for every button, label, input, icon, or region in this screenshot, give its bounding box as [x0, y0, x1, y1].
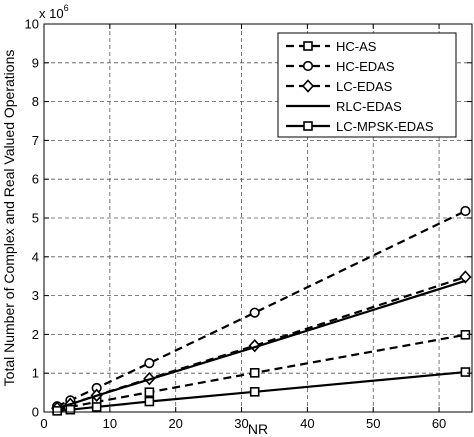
legend-marker: [302, 60, 314, 72]
y-axis-exponent: x 106: [39, 3, 69, 21]
series-rlc-edas: [56, 279, 466, 410]
series-group: [51, 205, 472, 416]
data-point: [460, 205, 471, 217]
x-tick-label: 60: [432, 416, 446, 431]
legend-label: HC-AS: [336, 39, 377, 54]
series-line: [56, 210, 466, 408]
axis-ticks: 0 10 20 30 40 50 60 0 1 2 3 4 5 6 7 8 9 10: [25, 17, 472, 431]
data-point: [459, 270, 472, 284]
series-line: [56, 333, 466, 411]
y-tick-label: 4: [32, 249, 39, 264]
x-tick-label: 30: [234, 416, 248, 431]
data-point: [144, 396, 155, 407]
data-point: [249, 307, 260, 318]
y-axis-label: Total Number of Complex and Real Valued …: [1, 50, 17, 387]
data-point: [52, 406, 62, 416]
y-tick-label: 5: [32, 211, 39, 226]
x-tick-label: 10: [103, 416, 117, 431]
legend-marker: [303, 121, 313, 131]
data-point: [144, 387, 155, 398]
y-tick-label: 7: [32, 133, 39, 148]
legend-entry: LC-EDAS: [286, 79, 393, 94]
data-point: [249, 387, 260, 397]
data-point: [91, 402, 102, 412]
legend-label: HC-EDAS: [336, 59, 395, 74]
data-point: [249, 368, 260, 378]
series-line: [56, 279, 466, 410]
data-point: [65, 404, 76, 415]
data-point: [460, 367, 471, 377]
x-tick-label: 50: [366, 416, 380, 431]
data-point: [144, 358, 155, 369]
y-tick-label: 1: [32, 366, 39, 381]
series-hc-edas: [52, 205, 471, 412]
y-axis-exponent-base: x 10: [39, 6, 64, 21]
y-tick-label: 9: [32, 55, 39, 70]
y-tick-label: 6: [32, 172, 39, 187]
y-tick-label: 8: [32, 94, 39, 109]
legend-label: LC-EDAS: [336, 79, 393, 94]
legend-marker: [303, 41, 313, 51]
legend-entry: HC-AS: [286, 39, 377, 54]
x-axis-label: NR: [248, 421, 268, 437]
legend-entry: HC-EDAS: [286, 59, 395, 74]
legend-label: RLC-EDAS: [336, 99, 402, 114]
legend-entry: LC-MPSK-EDAS: [286, 119, 434, 134]
y-tick-label: 3: [32, 288, 39, 303]
y-axis-exponent-power: 6: [64, 3, 69, 13]
y-tick-label: 10: [25, 17, 39, 32]
series-lc-mpsk-edas: [52, 367, 471, 416]
x-tick-label: 0: [40, 416, 47, 431]
legend-label: LC-MPSK-EDAS: [336, 119, 434, 134]
y-tick-label: 0: [32, 405, 39, 420]
y-tick-label: 2: [32, 327, 39, 342]
legend: HC-AS HC-EDAS LC-EDAS RLC-EDAS LC-MPSK-EDAS: [277, 32, 457, 138]
x-tick-label: 20: [168, 416, 182, 431]
legend-entry: RLC-EDAS: [286, 99, 402, 114]
legend-marker: [301, 79, 315, 93]
x-tick-label: 40: [300, 416, 314, 431]
